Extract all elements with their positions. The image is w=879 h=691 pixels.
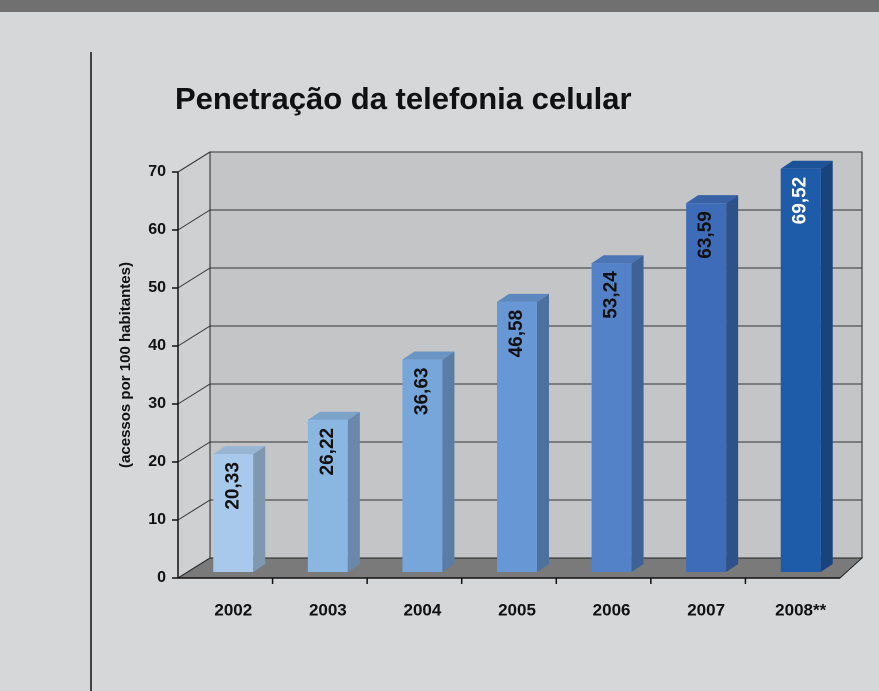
data-label: 36,63 [411,368,432,416]
grid-line [177,383,862,405]
grid-line [177,209,862,231]
y-axis-label: (acessos por 100 habitantes) [117,262,134,468]
y-tick-label: 20 [148,453,166,470]
bar-top [497,293,549,302]
data-label: 46,58 [506,310,527,358]
bar-top [307,411,360,420]
bar-side [631,255,644,572]
grid-line [177,325,862,347]
x-tick-label: 2006 [593,600,631,619]
top-bar [0,0,879,12]
bar [307,419,348,572]
bar-side [347,411,360,572]
x-tick-label: 2003 [309,600,347,619]
bar-top [213,446,266,455]
bar-side [726,195,739,573]
y-tick-label: 40 [148,337,166,354]
data-label: 63,59 [695,211,716,259]
data-label: 53,24 [601,271,622,319]
y-tick-label: 30 [148,395,166,412]
x-tick-label: 2008** [775,600,826,619]
y-tick-label: 0 [157,569,166,586]
bar [686,203,727,573]
x-tick-label: 2004 [404,600,442,619]
bar [402,359,443,572]
bar-top [591,255,644,264]
bar-side [820,160,833,572]
bar-side [253,446,266,572]
bar-side [442,351,455,572]
x-tick-label: 2005 [498,600,536,619]
y-tick-label: 50 [148,279,166,296]
bar-side [537,293,549,572]
bar [497,301,537,572]
side-wall [177,151,211,579]
data-label: 69,52 [790,177,811,225]
grid-line [177,151,862,173]
x-tick-label: 2002 [214,600,252,619]
bar [591,263,632,572]
bar [780,168,821,572]
x-tick-label: 2007 [687,600,725,619]
y-tick-label: 70 [148,163,166,180]
grid-line [177,441,862,463]
data-label: 26,22 [317,428,338,476]
bar-top [780,160,833,169]
data-label: 20,33 [222,462,243,510]
bar-top [402,351,455,360]
grid-line [177,499,862,521]
grid-line [177,267,862,289]
y-tick-label: 60 [148,221,166,238]
bar-top [686,195,739,204]
chart-title: Penetração da telefonia celular [175,81,632,116]
y-tick-label: 10 [148,511,166,528]
bar [213,454,254,572]
